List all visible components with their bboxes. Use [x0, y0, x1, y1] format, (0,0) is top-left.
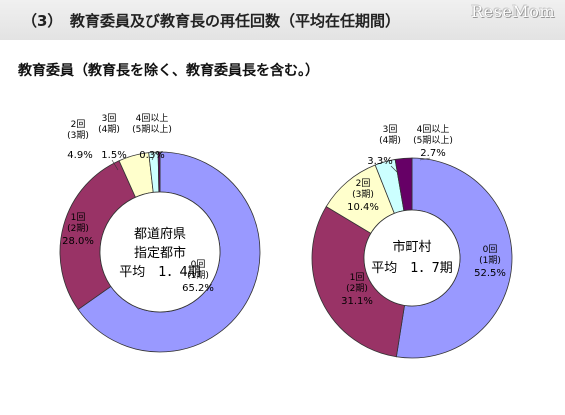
donut-hole — [99, 191, 221, 313]
slice-label: (1期) — [479, 255, 501, 266]
slice-label: 0回 — [483, 244, 498, 255]
slice-value: 10.4% — [347, 202, 379, 213]
leader-line — [419, 157, 431, 161]
center-label: 都道府県 — [134, 227, 186, 242]
leader-line — [390, 165, 399, 174]
slice-label: 4回以上 — [136, 113, 169, 124]
slice-label: (4期) — [98, 124, 120, 135]
slice-label: (3期) — [352, 189, 374, 200]
slice-label: 1回 — [71, 212, 86, 223]
watermark: ReseMom — [471, 2, 555, 21]
slice-value: 52.5% — [474, 268, 506, 279]
slice-value: 28.0% — [62, 236, 94, 247]
slice-value: 1.5% — [101, 150, 126, 161]
slice-value: 2.7% — [420, 148, 445, 159]
slice-value: 3.3% — [367, 156, 392, 167]
center-label: 平均 1．7期 — [371, 261, 453, 276]
slice-label: (5期以上) — [132, 124, 172, 135]
donut-hole — [363, 209, 461, 307]
slice-label: 3回 — [102, 113, 117, 124]
slice-label: (1期) — [187, 270, 209, 281]
center-label: 指定都市 — [134, 245, 186, 261]
slice-label: 1回 — [350, 272, 365, 283]
slice-value: 65.2% — [182, 283, 214, 294]
leader-line — [151, 151, 157, 161]
slice-label: (5期以上) — [413, 135, 453, 146]
slice-label: (3期) — [67, 130, 89, 141]
header-band — [0, 0, 565, 40]
slice-label: 4回以上 — [417, 124, 450, 135]
slice-label: (2期) — [67, 223, 89, 234]
subtitle: 教育委員（教育長を除く、教育委員長を含む。） — [18, 63, 319, 79]
slice-value: 0.3% — [139, 150, 164, 161]
slice-label: 0回 — [191, 259, 206, 270]
center-label: 平均 1．4期 — [119, 265, 201, 280]
slice-label: (4期) — [379, 135, 401, 146]
slice-label: 2回 — [356, 178, 371, 189]
slice-label: 3回 — [383, 124, 398, 135]
slice-label: (2期) — [346, 283, 368, 294]
slice-value: 31.1% — [341, 296, 373, 307]
section-title: （3） 教育委員及び教育長の再任回数（平均在任期間） — [22, 12, 400, 30]
leader-line — [111, 159, 119, 171]
slice-label: 2回 — [71, 119, 86, 130]
center-label: 市町村 — [392, 239, 431, 255]
slice-value: 4.9% — [67, 150, 92, 161]
